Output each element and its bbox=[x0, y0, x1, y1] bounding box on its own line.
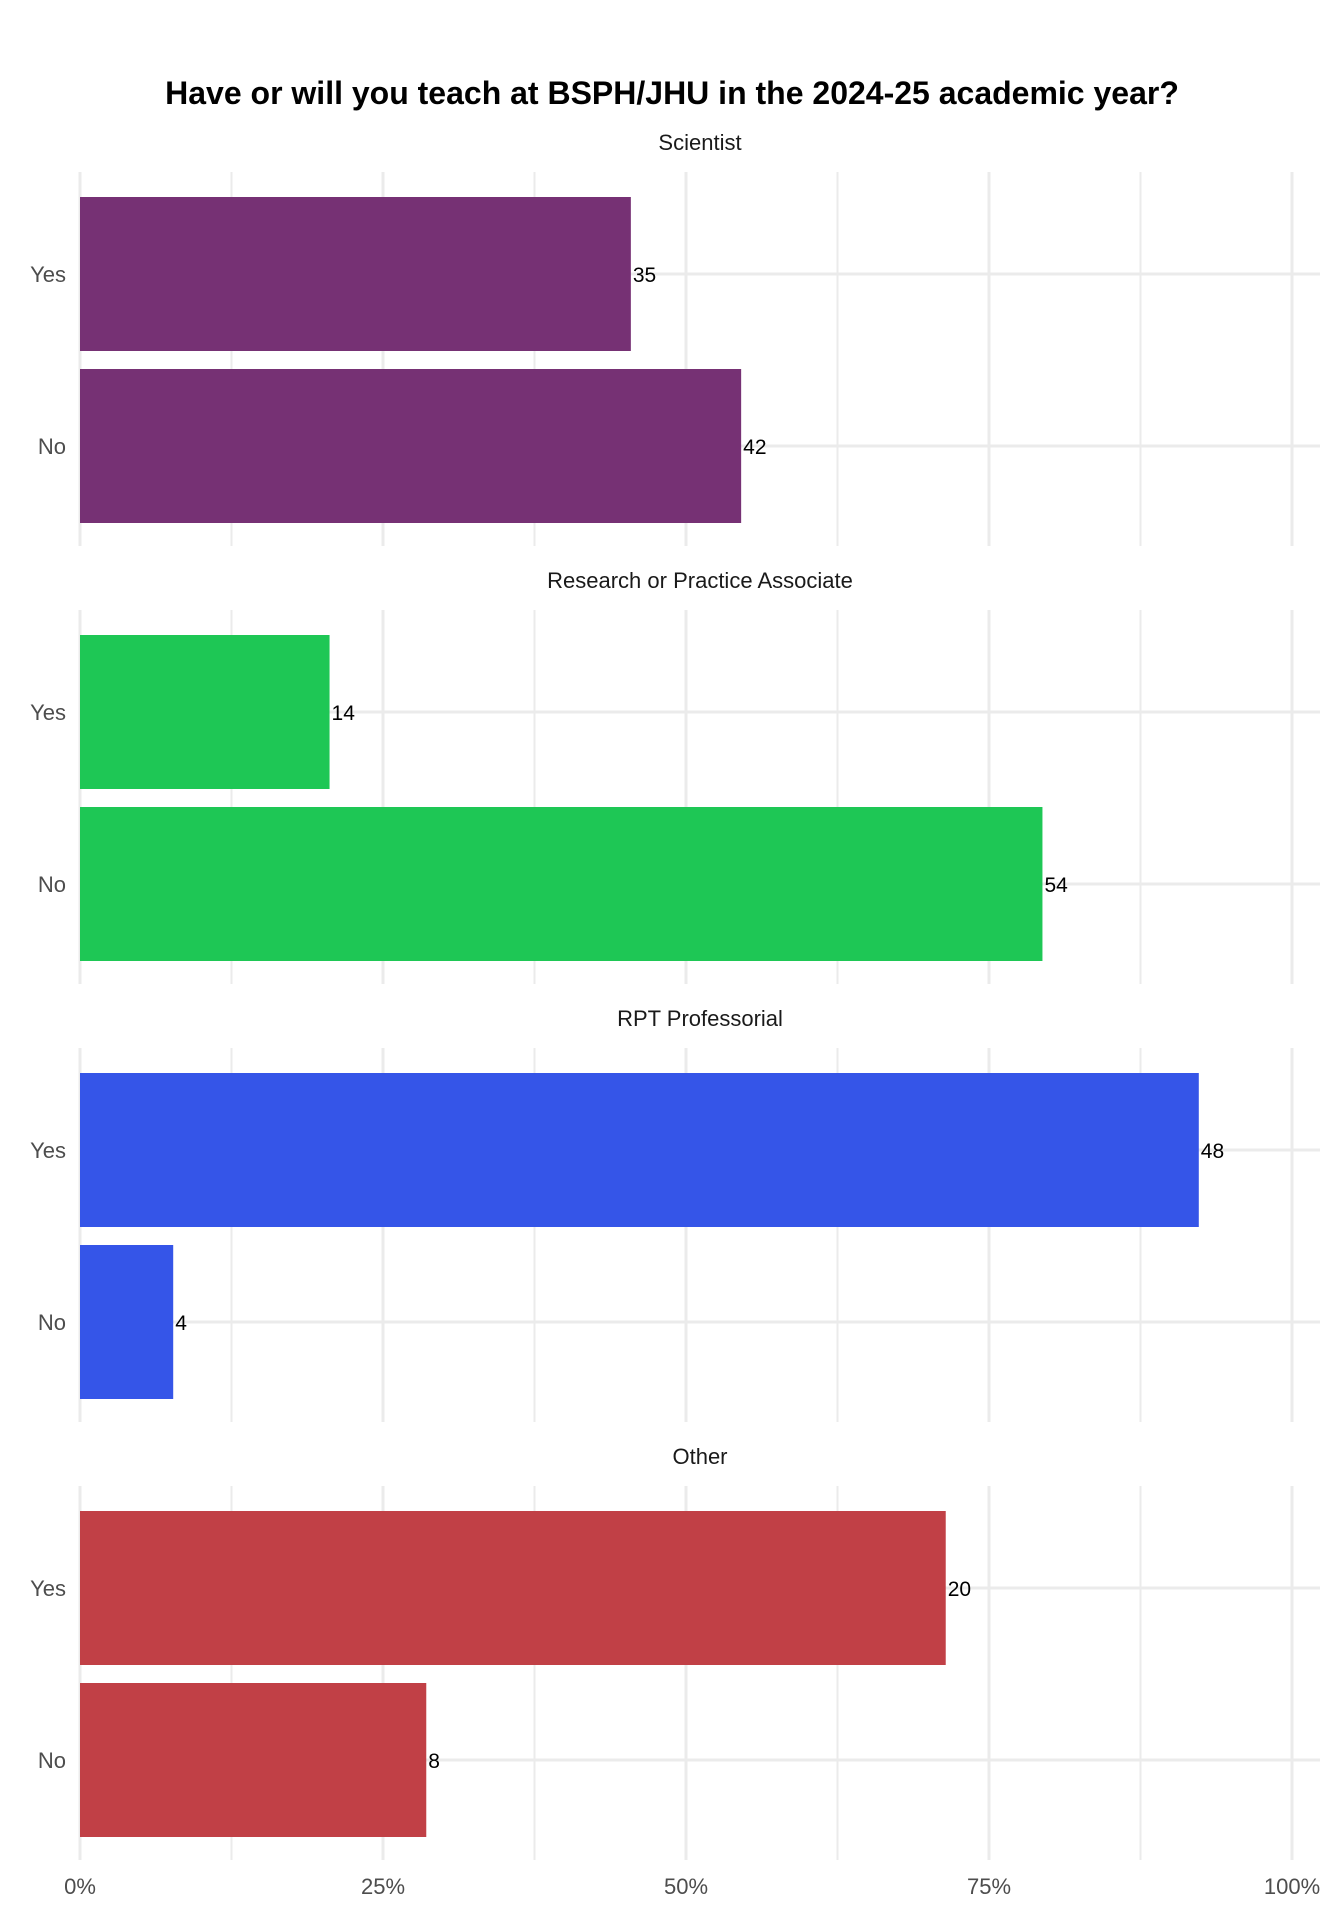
bar-yes bbox=[80, 197, 631, 351]
facet-strip-label: Research or Practice Associate bbox=[547, 568, 853, 593]
facet-strip-label: Other bbox=[672, 1444, 727, 1469]
x-tick-label: 50% bbox=[664, 1874, 708, 1899]
data-label: 35 bbox=[633, 264, 656, 287]
x-axis: 0% 25% 50% 75% 100% bbox=[64, 1874, 1320, 1899]
data-label: 14 bbox=[332, 702, 356, 725]
chart-title: Have or will you teach at BSPH/JHU in th… bbox=[165, 75, 1179, 111]
category-label: Yes bbox=[30, 262, 66, 287]
bar-no bbox=[80, 1683, 427, 1837]
category-label: Yes bbox=[30, 1138, 66, 1163]
category-label: Yes bbox=[30, 700, 66, 725]
bar-yes bbox=[80, 1073, 1199, 1227]
x-tick-label: 25% bbox=[361, 1874, 405, 1899]
bar-yes bbox=[80, 635, 330, 789]
category-label: No bbox=[38, 1748, 66, 1773]
bar-no bbox=[80, 1245, 174, 1399]
data-label: 42 bbox=[743, 436, 766, 459]
category-label: No bbox=[38, 434, 66, 459]
x-tick-label: 75% bbox=[967, 1874, 1011, 1899]
category-label: Yes bbox=[30, 1576, 66, 1601]
chart-panels: Scientist Yes 35 No 42 Research or Practice A… bbox=[30, 130, 1320, 1860]
facet-strip-label: Scientist bbox=[658, 130, 741, 155]
facet-panel: RPT Professorial Yes 48 No 4 bbox=[30, 1006, 1320, 1422]
category-label: No bbox=[38, 1310, 66, 1335]
data-label: 48 bbox=[1201, 1140, 1224, 1163]
bar-no bbox=[80, 369, 742, 523]
facet-strip-label: RPT Professorial bbox=[617, 1006, 783, 1031]
facet-panel: Research or Practice Associate Yes 14 No 54 bbox=[30, 568, 1320, 984]
data-label: 8 bbox=[428, 1750, 440, 1773]
bar-yes bbox=[80, 1511, 946, 1665]
data-label: 4 bbox=[175, 1312, 187, 1335]
facet-panel: Other Yes 20 No 8 bbox=[30, 1444, 1320, 1860]
facet-panel: Scientist Yes 35 No 42 bbox=[30, 130, 1320, 546]
data-label: 20 bbox=[948, 1578, 971, 1601]
data-label: 54 bbox=[1044, 874, 1068, 897]
category-label: No bbox=[38, 872, 66, 897]
x-tick-label: 100% bbox=[1264, 1874, 1320, 1899]
x-tick-label: 0% bbox=[64, 1874, 96, 1899]
bar-no bbox=[80, 807, 1043, 961]
